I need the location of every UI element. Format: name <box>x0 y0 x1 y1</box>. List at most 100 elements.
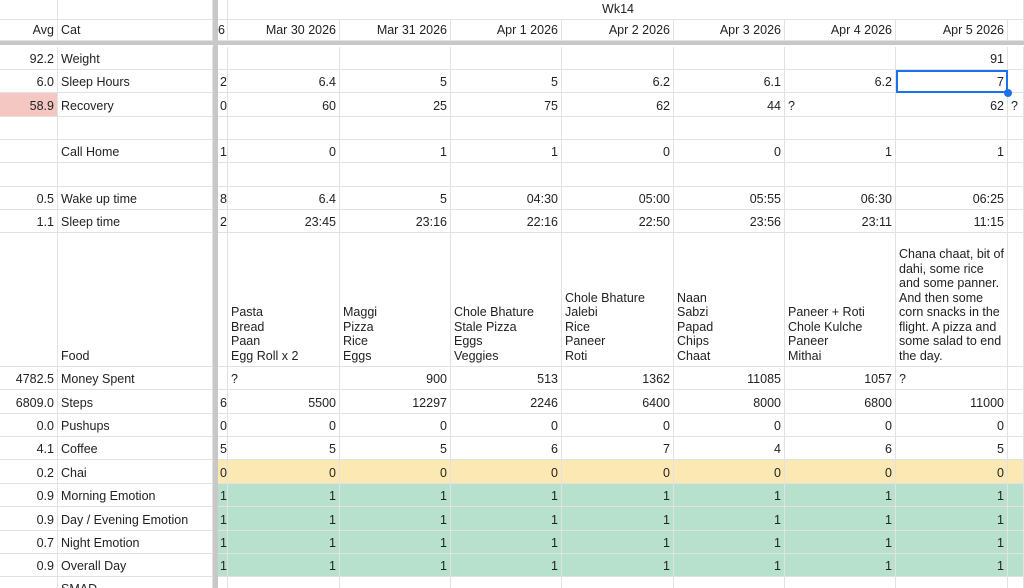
cell[interactable] <box>218 233 228 367</box>
cell[interactable] <box>1008 554 1024 577</box>
cell[interactable]: 1 <box>340 507 451 531</box>
cell[interactable]: 62 <box>896 93 1008 117</box>
cell[interactable]: 0 <box>562 460 674 484</box>
cell[interactable] <box>228 47 340 70</box>
cell[interactable] <box>340 47 451 70</box>
cell[interactable]: 2246 <box>451 390 562 414</box>
cell[interactable]: 22:16 <box>451 210 562 233</box>
cell[interactable] <box>218 367 228 390</box>
cell[interactable]: 1 <box>562 507 674 531</box>
category-cell[interactable]: Recovery <box>58 93 213 117</box>
cell[interactable]: 900 <box>340 367 451 390</box>
avg-cell[interactable]: 0.2 <box>0 460 58 484</box>
cell[interactable]: Chole Bhature Stale Pizza Eggs Veggies <box>451 233 562 367</box>
cell[interactable]: 8000 <box>674 390 785 414</box>
cell[interactable] <box>1008 390 1024 414</box>
cell[interactable]: 1 <box>785 140 896 163</box>
cell[interactable] <box>1008 437 1024 460</box>
cell[interactable]: 1 <box>218 507 228 531</box>
avg-cell[interactable]: 1.1 <box>0 210 58 233</box>
date-header[interactable]: Mar 30 2026 <box>228 20 340 41</box>
cell[interactable] <box>1008 210 1024 233</box>
cell[interactable] <box>674 47 785 70</box>
cell[interactable]: 1 <box>451 140 562 163</box>
cell[interactable] <box>1008 460 1024 484</box>
cell[interactable] <box>228 163 340 187</box>
cell[interactable]: 5 <box>340 187 451 210</box>
cell[interactable]: 1 <box>785 507 896 531</box>
cell[interactable]: 23:16 <box>340 210 451 233</box>
cell[interactable]: 0 <box>228 140 340 163</box>
cell[interactable]: ? <box>228 367 340 390</box>
cell[interactable] <box>340 163 451 187</box>
cell[interactable]: 1 <box>218 554 228 577</box>
cell[interactable]: ? <box>1008 93 1024 117</box>
cell[interactable]: 1 <box>562 531 674 554</box>
cell[interactable]: 1 <box>785 484 896 507</box>
cell[interactable]: 0 <box>228 460 340 484</box>
cell[interactable]: 11000 <box>896 390 1008 414</box>
cell[interactable] <box>562 117 674 140</box>
category-cell[interactable]: Sleep Hours <box>58 70 213 93</box>
cell[interactable]: 1 <box>340 484 451 507</box>
cell[interactable] <box>218 577 228 588</box>
cell[interactable] <box>218 163 228 187</box>
cell[interactable]: 0 <box>562 140 674 163</box>
cell[interactable] <box>340 117 451 140</box>
avg-cell[interactable] <box>0 163 58 187</box>
cell[interactable]: 05:00 <box>562 187 674 210</box>
category-cell[interactable]: Night Emotion <box>58 531 213 554</box>
selection-handle[interactable] <box>1004 89 1012 97</box>
cell[interactable]: 06:25 <box>896 187 1008 210</box>
avg-cell[interactable]: 0.0 <box>0 414 58 437</box>
cell[interactable]: 0 <box>562 414 674 437</box>
cell[interactable]: ? <box>785 93 896 117</box>
cell[interactable] <box>1008 163 1024 187</box>
date-header[interactable]: Apr 2 2026 <box>562 20 674 41</box>
cell[interactable]: 23:56 <box>674 210 785 233</box>
date-header[interactable]: Apr 5 2026 <box>896 20 1008 41</box>
avg-cell[interactable]: 58.9 <box>0 93 58 117</box>
cell[interactable]: 5 <box>340 70 451 93</box>
cell[interactable]: 1057 <box>785 367 896 390</box>
cell[interactable]: 1 <box>451 484 562 507</box>
cell[interactable]: ? <box>896 367 1008 390</box>
category-cell[interactable]: Steps <box>58 390 213 414</box>
cell[interactable] <box>451 117 562 140</box>
avg-cell[interactable]: 6809.0 <box>0 390 58 414</box>
category-cell[interactable]: Morning Emotion <box>58 484 213 507</box>
category-cell[interactable]: Wake up time <box>58 187 213 210</box>
category-cell[interactable] <box>58 163 213 187</box>
category-cell[interactable]: Call Home <box>58 140 213 163</box>
cell[interactable]: 22:50 <box>562 210 674 233</box>
cell[interactable]: 1 <box>785 531 896 554</box>
cell[interactable]: 5 <box>896 437 1008 460</box>
cell[interactable]: 6.2 <box>785 70 896 93</box>
date-header[interactable]: Mar 31 2026 <box>340 20 451 41</box>
cell[interactable] <box>228 577 340 588</box>
cell[interactable]: 44 <box>674 93 785 117</box>
cell[interactable]: 06:30 <box>785 187 896 210</box>
cell[interactable]: Paneer + Roti Chole Kulche Paneer Mithai <box>785 233 896 367</box>
cell[interactable] <box>1008 414 1024 437</box>
cell[interactable]: 0 <box>785 414 896 437</box>
cell[interactable]: 1 <box>228 507 340 531</box>
cell[interactable]: 8 <box>218 187 228 210</box>
cell[interactable]: 7 <box>896 70 1008 93</box>
cell[interactable] <box>1008 117 1024 140</box>
avg-cell[interactable] <box>0 117 58 140</box>
cell[interactable]: 1 <box>218 140 228 163</box>
cell[interactable] <box>896 117 1008 140</box>
category-cell[interactable]: Money Spent <box>58 367 213 390</box>
cell[interactable] <box>785 117 896 140</box>
cell[interactable]: 2 <box>218 70 228 93</box>
avg-cell[interactable] <box>0 577 58 588</box>
cell[interactable]: 04:30 <box>451 187 562 210</box>
cell[interactable]: 1 <box>785 554 896 577</box>
date-header[interactable]: Apr 4 2026 <box>785 20 896 41</box>
avg-cell[interactable]: 0.9 <box>0 507 58 531</box>
cell[interactable]: 23:11 <box>785 210 896 233</box>
cell[interactable]: 0 <box>218 414 228 437</box>
cell[interactable]: 5 <box>228 437 340 460</box>
cell[interactable]: Pasta Bread Paan Egg Roll x 2 <box>228 233 340 367</box>
